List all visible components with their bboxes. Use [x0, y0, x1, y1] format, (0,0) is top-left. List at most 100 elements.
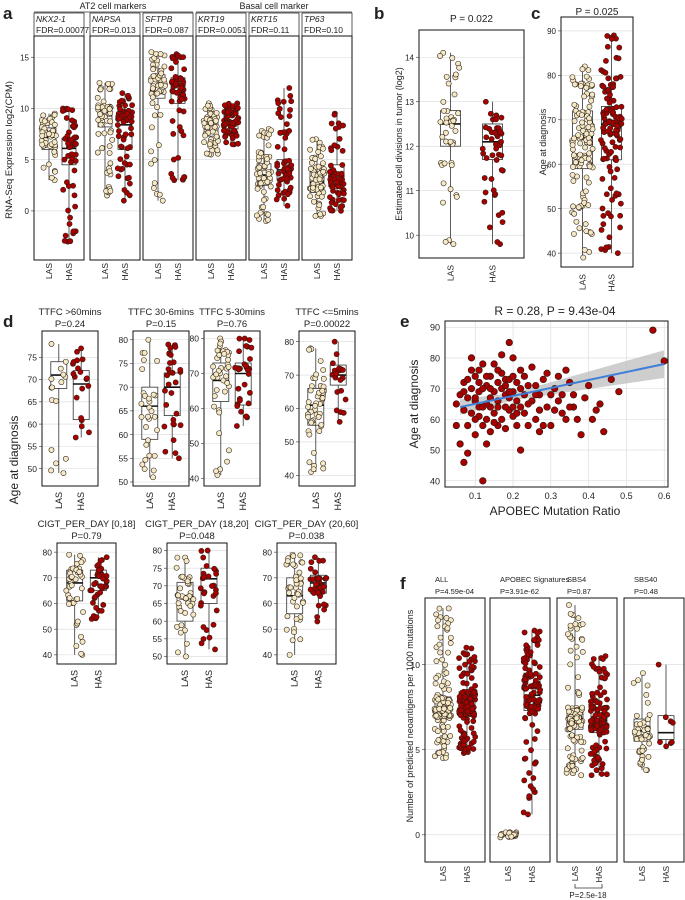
las-krt19-point	[203, 150, 210, 157]
las-group-point	[442, 129, 449, 136]
las-krt19-point	[213, 117, 219, 124]
las-f0-point	[441, 705, 447, 712]
las-krt19-point	[213, 133, 220, 140]
has-group-point	[604, 95, 610, 102]
las-tp63-point	[312, 213, 319, 219]
scatter-point	[490, 409, 498, 417]
has-f1-point	[527, 783, 534, 790]
has-d2-point	[247, 356, 253, 362]
facet-f-3: SBS40 P=0.48 LAS HAS	[623, 575, 685, 882]
has-tp63-point	[334, 179, 341, 185]
facet-fdr-label: FDR=0.10	[304, 25, 343, 35]
has-group-point	[614, 166, 621, 173]
has-d5-point	[201, 574, 207, 580]
has-krt19-point	[229, 141, 236, 148]
has-tp63-point	[332, 201, 339, 208]
las-d6-point	[300, 599, 306, 606]
has-tp63-point	[327, 168, 333, 175]
las-f3-point	[642, 732, 649, 739]
has-napsa	[114, 90, 135, 204]
has-sftpb-point	[169, 55, 176, 62]
has-krt15-point	[284, 121, 290, 127]
has-d6	[307, 554, 330, 625]
panel-b-xtick-label: HAS	[488, 265, 498, 283]
las-d1-point	[140, 357, 147, 363]
has-d3-point	[336, 418, 343, 425]
f-ytick-label: 5	[415, 745, 420, 755]
d-xtick-label: HAS	[167, 492, 177, 511]
e-xtick-label: 0.1	[469, 491, 482, 501]
las-group-point	[452, 128, 459, 134]
has-napsa-point	[116, 128, 122, 135]
has-d1-point	[162, 448, 169, 455]
scatter-point	[539, 421, 547, 430]
scatter-point	[516, 385, 525, 393]
las-nkx2-1-point	[51, 148, 58, 155]
has-nkx2-1-point	[59, 108, 66, 114]
has-group-point	[601, 145, 608, 152]
las-d1-point	[143, 424, 149, 430]
las-d4-point	[78, 585, 85, 592]
has-f1-point	[523, 701, 529, 708]
las-d4-point	[73, 643, 80, 649]
has-group-point	[600, 221, 607, 228]
has-group-point	[609, 139, 616, 146]
las-sftpb-point	[150, 72, 157, 79]
has-f1-point	[529, 708, 536, 715]
las-group-point	[588, 97, 594, 104]
has-d4-point	[95, 561, 102, 568]
las-group-point	[582, 188, 589, 195]
panel-c-ytick-label: 40	[547, 249, 556, 258]
has-nkx2-1-point	[65, 106, 72, 113]
has-f0-point	[468, 675, 475, 681]
las-f2-point	[579, 649, 586, 655]
scatter-point	[486, 428, 494, 436]
las-d3-point	[308, 419, 315, 426]
las-krt19	[200, 100, 221, 158]
las-d6-point	[297, 636, 304, 643]
las-tp63-point	[315, 163, 322, 170]
has-f0-point	[458, 702, 464, 709]
panel-b-ytick-label: 14	[405, 53, 414, 62]
las-group-point	[440, 180, 447, 187]
facet-frame	[424, 597, 486, 863]
las-krt15-point	[256, 164, 263, 171]
has-nkx2-1-point	[64, 179, 70, 186]
d-ytick-label: 50	[263, 624, 273, 634]
has-f2-point	[600, 656, 606, 662]
facet-title: TTFC >60mins	[38, 307, 101, 318]
las-krt15-point	[254, 185, 261, 192]
las-d6-point	[286, 590, 292, 596]
panel-title: R = 0.28, P = 9.43e-04	[494, 304, 616, 318]
las-group-point	[445, 80, 452, 87]
has-f1-point	[526, 770, 532, 776]
has-sftpb-point	[180, 54, 187, 60]
las-d1-point	[151, 413, 158, 420]
has-f0-point	[463, 680, 470, 687]
scatter-point	[513, 378, 521, 387]
has-d3-point	[339, 367, 346, 373]
las-d1-point	[150, 391, 157, 398]
has-f3-point	[669, 719, 676, 726]
las-f2-point	[579, 755, 586, 761]
las-group-point	[571, 231, 577, 237]
scatter-point	[471, 394, 479, 402]
has-group-point	[602, 69, 609, 76]
has-f0-point	[471, 711, 478, 718]
las-krt19-point	[201, 139, 207, 146]
panel-c-xtick-label: HAS	[606, 274, 616, 292]
has-d6-point	[323, 575, 330, 581]
has-f2-point	[593, 742, 599, 749]
has-krt15-point	[284, 166, 291, 172]
has-group-point	[599, 205, 606, 212]
has-d6-point	[314, 614, 321, 620]
facet-frame	[301, 35, 353, 261]
las-d4-point	[78, 633, 84, 640]
d-ytick-label: 50	[43, 624, 53, 634]
has-d3-point	[337, 377, 344, 383]
scatter-point	[482, 440, 491, 448]
has-d0-point	[78, 423, 85, 430]
las-f1	[497, 829, 520, 841]
